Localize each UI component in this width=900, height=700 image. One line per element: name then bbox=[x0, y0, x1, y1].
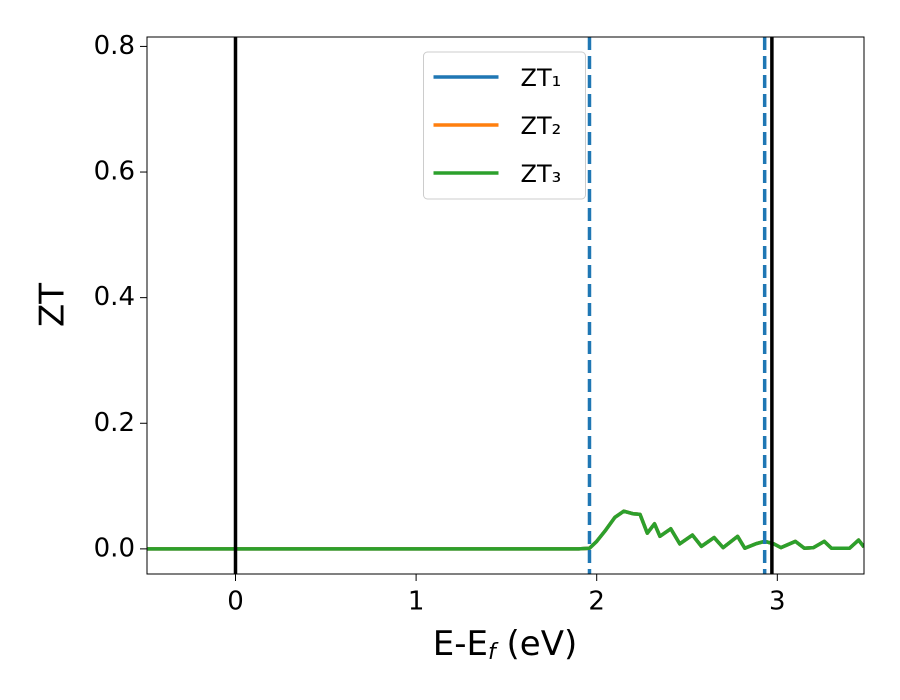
y-tick-label: 0.4 bbox=[94, 282, 135, 312]
plot-frame bbox=[146, 36, 865, 575]
y-tick-label: 0.8 bbox=[94, 31, 135, 61]
series-line bbox=[147, 509, 864, 551]
x-label-rest: (eV) bbox=[496, 624, 578, 664]
plot-area bbox=[147, 37, 864, 574]
x-label-main: E-E bbox=[433, 624, 488, 664]
x-label-sub: f bbox=[488, 640, 499, 665]
x-tick-label: 2 bbox=[588, 587, 605, 617]
x-tick-label: 3 bbox=[769, 587, 786, 617]
legend-label: ZT₁ bbox=[521, 64, 562, 92]
x-tick-label: 0 bbox=[227, 587, 244, 617]
y-axis-label: ZT bbox=[33, 283, 73, 327]
y-tick-label: 0.6 bbox=[94, 157, 135, 187]
x-axis-label: E-Ef (eV) bbox=[433, 624, 578, 666]
legend-box bbox=[423, 51, 586, 200]
y-tick-label: 0.0 bbox=[94, 533, 135, 563]
legend-label: ZT₂ bbox=[521, 112, 562, 140]
y-tick-label: 0.2 bbox=[94, 408, 135, 438]
x-tick-label: 1 bbox=[408, 587, 425, 617]
legend-label: ZT₃ bbox=[521, 160, 562, 188]
